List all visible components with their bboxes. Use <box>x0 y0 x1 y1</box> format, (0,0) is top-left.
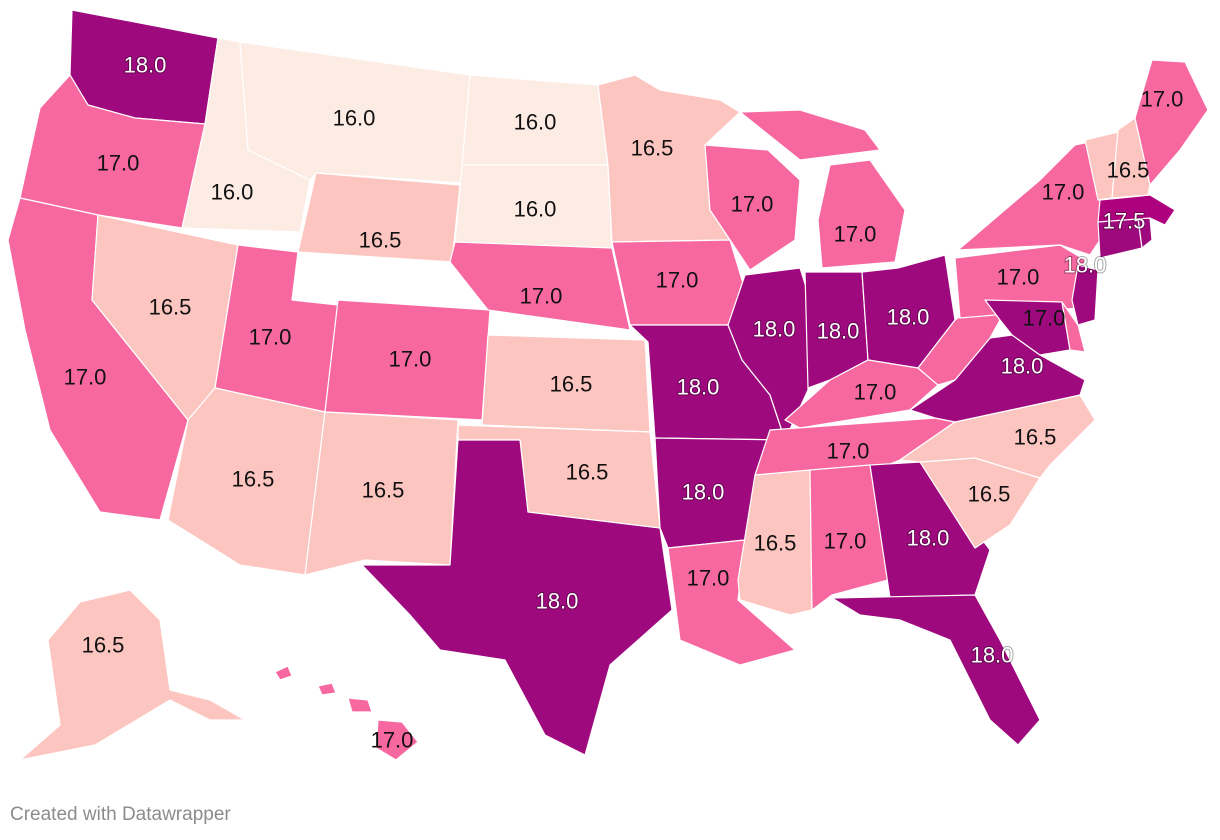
label-pa: 17.0 <box>997 265 1040 290</box>
state-shapes <box>7 9 1209 761</box>
label-mo: 18.0 <box>677 375 720 400</box>
label-wv: 17.0 <box>1023 306 1066 331</box>
state-al[interactable] <box>809 464 889 611</box>
label-az: 16.5 <box>232 467 275 492</box>
label-mt: 16.0 <box>333 106 376 131</box>
state-ne[interactable] <box>449 241 631 331</box>
label-co: 17.0 <box>389 347 432 372</box>
label-tx: 18.0 <box>536 589 579 614</box>
label-nj: 18.0 <box>1064 253 1107 278</box>
label-ma: 17.5 <box>1103 209 1146 234</box>
label-nc: 16.5 <box>1014 425 1057 450</box>
label-ut: 17.0 <box>249 325 292 350</box>
label-nh: 16.5 <box>1107 158 1150 183</box>
state-me[interactable] <box>1134 59 1209 186</box>
label-tn: 17.0 <box>827 439 870 464</box>
label-ga: 18.0 <box>907 526 950 551</box>
label-nm: 16.5 <box>362 478 405 503</box>
label-ak: 16.5 <box>82 633 125 658</box>
state-hi[interactable] <box>274 665 419 761</box>
label-ks: 16.5 <box>550 372 593 397</box>
label-hi: 17.0 <box>371 728 414 753</box>
label-sc: 16.5 <box>968 482 1011 507</box>
state-nm[interactable] <box>304 411 459 576</box>
state-labels: 18.0 17.0 17.0 16.0 16.5 16.0 16.5 17.0 … <box>64 52 1184 753</box>
us-choropleth-map: 18.0 17.0 17.0 16.0 16.5 16.0 16.5 17.0 … <box>7 9 1209 761</box>
datawrapper-credit: Created with Datawrapper <box>10 804 231 825</box>
label-sd: 16.0 <box>514 197 557 222</box>
state-wi[interactable] <box>704 144 801 271</box>
label-ms: 16.5 <box>754 531 797 556</box>
state-ma[interactable] <box>1097 194 1176 226</box>
label-nd: 16.0 <box>514 110 557 135</box>
label-al: 17.0 <box>824 529 867 554</box>
label-wy: 16.5 <box>359 228 402 253</box>
label-ok: 16.5 <box>566 460 609 485</box>
label-ny: 17.0 <box>1042 180 1085 205</box>
label-me: 17.0 <box>1141 87 1184 112</box>
label-il: 18.0 <box>753 317 796 342</box>
state-mi[interactable] <box>739 109 906 269</box>
label-ca: 17.0 <box>64 365 107 390</box>
label-fl: 18.0 <box>971 643 1014 668</box>
state-fl[interactable] <box>831 594 1041 746</box>
label-nv: 16.5 <box>149 295 192 320</box>
state-nj[interactable] <box>1071 264 1099 326</box>
label-va: 18.0 <box>1001 354 1044 379</box>
label-ar: 18.0 <box>682 480 725 505</box>
label-oh: 18.0 <box>887 305 930 330</box>
state-de[interactable] <box>1061 301 1086 353</box>
label-in: 18.0 <box>817 319 860 344</box>
label-la: 17.0 <box>687 566 730 591</box>
state-ak[interactable] <box>19 589 246 761</box>
label-ne: 17.0 <box>520 284 563 309</box>
label-wi: 17.0 <box>731 192 774 217</box>
label-ky: 17.0 <box>854 380 897 405</box>
label-mi: 17.0 <box>834 222 877 247</box>
state-nh[interactable] <box>1111 117 1151 199</box>
label-ia: 17.0 <box>656 268 699 293</box>
label-id: 16.0 <box>211 180 254 205</box>
label-wa: 18.0 <box>124 53 167 78</box>
state-tx[interactable] <box>361 439 673 756</box>
label-or: 17.0 <box>97 151 140 176</box>
label-mn: 16.5 <box>631 136 674 161</box>
